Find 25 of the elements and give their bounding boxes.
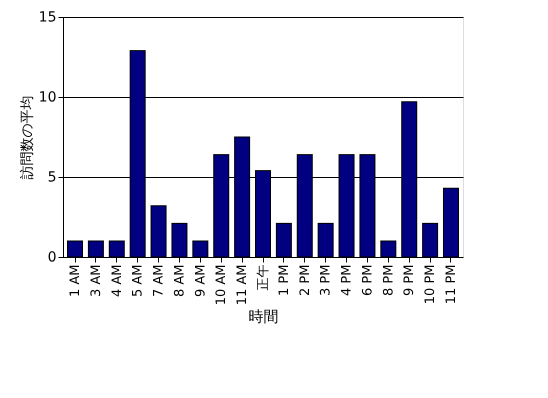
x-axis-title: 時間 xyxy=(248,307,278,326)
x-tick-label: 5 AM xyxy=(130,264,146,298)
x-tick-label: 正午 xyxy=(256,264,271,290)
x-tick-label: 8 AM xyxy=(172,264,188,298)
y-tick-label: 5 xyxy=(48,170,56,186)
x-tick-label: 11 AM xyxy=(235,264,250,306)
y-tick-label: 0 xyxy=(48,250,56,266)
x-tick-label: 8 PM xyxy=(381,264,396,296)
x-tick-label: 10 AM xyxy=(214,264,230,306)
x-tick-label: 4 AM xyxy=(110,264,125,298)
x-tick-label: 7 AM xyxy=(152,264,167,298)
x-tick-label: 9 AM xyxy=(193,264,208,298)
y-axis-title: 訪問数の平均 xyxy=(20,96,36,180)
x-tick-label: 1 AM xyxy=(68,264,84,298)
x-tick-label: 10 PM xyxy=(423,264,438,304)
x-tick-label: 11 PM xyxy=(444,264,459,304)
x-tick-label: 4 PM xyxy=(340,264,355,296)
x-tick-label: 6 PM xyxy=(360,264,376,296)
x-tick-label: 1 PM xyxy=(276,264,292,296)
y-tick-label: 10 xyxy=(38,90,56,106)
x-tick-label: 3 AM xyxy=(88,264,104,298)
x-tick-label: 9 PM xyxy=(402,264,418,296)
x-tick-label: 3 PM xyxy=(318,264,334,296)
x-tick-label: 2 PM xyxy=(298,264,313,296)
y-tick-label: 15 xyxy=(38,10,56,26)
